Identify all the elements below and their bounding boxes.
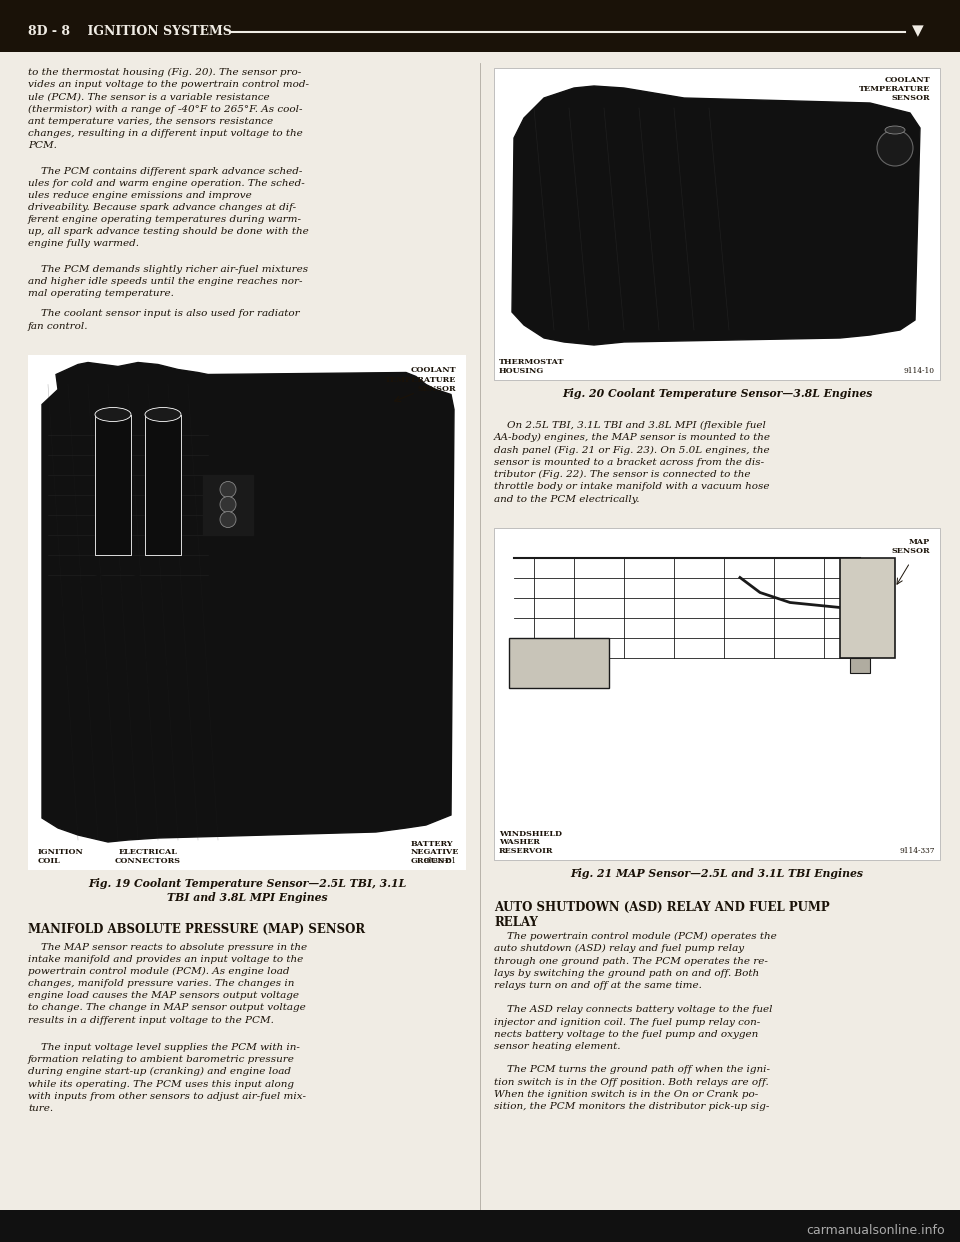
Text: 9114-337: 9114-337 [900, 847, 935, 854]
Ellipse shape [885, 125, 905, 134]
Text: to the thermostat housing (Fig. 20). The sensor pro-
vides an input voltage to t: to the thermostat housing (Fig. 20). The… [28, 68, 309, 150]
Text: The PCM demands slightly richer air-fuel mixtures
and higher idle speeds until t: The PCM demands slightly richer air-fuel… [28, 265, 308, 298]
Circle shape [220, 497, 236, 513]
Text: WINDSHIELD
WASHER
RESERVOIR: WINDSHIELD WASHER RESERVOIR [499, 830, 562, 854]
Bar [850, 657, 870, 672]
Bar [0, 1210, 960, 1242]
Text: The coolant sensor input is also used for radiator
fan control.: The coolant sensor input is also used fo… [28, 309, 300, 330]
Text: Fig. 20 Coolant Temperature Sensor—3.8L Engines: Fig. 20 Coolant Temperature Sensor—3.8L … [562, 388, 873, 399]
Text: ▼: ▼ [912, 24, 924, 39]
Text: 8D - 8    IGNITION SYSTEMS: 8D - 8 IGNITION SYSTEMS [28, 25, 232, 39]
Circle shape [220, 482, 236, 498]
Circle shape [877, 130, 913, 166]
Ellipse shape [145, 407, 181, 421]
Text: COOLANT
TEMPERATURE
SENSOR: COOLANT TEMPERATURE SENSOR [385, 366, 456, 392]
Text: COOLANT
TEMPERATURE
SENSOR: COOLANT TEMPERATURE SENSOR [858, 76, 930, 102]
Text: The PCM turns the ground path off when the igni-
tion switch is in the Off posit: The PCM turns the ground path off when t… [494, 1066, 770, 1110]
Bar [509, 637, 609, 688]
Bar [494, 68, 940, 380]
Text: MAP
SENSOR: MAP SENSOR [892, 538, 930, 555]
Polygon shape [95, 415, 131, 554]
Text: 9114-10: 9114-10 [904, 366, 935, 375]
Bar [840, 558, 895, 657]
Text: The input voltage level supplies the PCM with in-
formation relating to ambient : The input voltage level supplies the PCM… [28, 1043, 306, 1113]
Text: ELECTRICAL
CONNECTORS: ELECTRICAL CONNECTORS [115, 848, 181, 864]
Bar [28, 354, 466, 869]
Circle shape [220, 512, 236, 528]
Text: 91BD-81: 91BD-81 [423, 857, 456, 864]
Text: On 2.5L TBI, 3.1L TBI and 3.8L MPI (flexible fuel
AA-body) engines, the MAP sens: On 2.5L TBI, 3.1L TBI and 3.8L MPI (flex… [494, 421, 771, 503]
Bar [0, 0, 960, 52]
Text: The MAP sensor reacts to absolute pressure in the
intake manifold and provides a: The MAP sensor reacts to absolute pressu… [28, 943, 307, 1025]
Polygon shape [512, 86, 920, 345]
Ellipse shape [95, 407, 131, 421]
Text: AUTO SHUTDOWN (ASD) RELAY AND FUEL PUMP
RELAY: AUTO SHUTDOWN (ASD) RELAY AND FUEL PUMP … [494, 900, 829, 929]
Text: Fig. 19 Coolant Temperature Sensor—2.5L TBI, 3.1L
TBI and 3.8L MPI Engines: Fig. 19 Coolant Temperature Sensor—2.5L … [88, 878, 406, 903]
Text: The powertrain control module (PCM) operates the
auto shutdown (ASD) relay and f: The powertrain control module (PCM) oper… [494, 932, 777, 990]
Bar [494, 528, 940, 859]
Text: Fig. 21 MAP Sensor—2.5L and 3.1L TBI Engines: Fig. 21 MAP Sensor—2.5L and 3.1L TBI Eng… [570, 868, 863, 879]
Polygon shape [42, 363, 454, 842]
Text: MANIFOLD ABSOLUTE PRESSURE (MAP) SENSOR: MANIFOLD ABSOLUTE PRESSURE (MAP) SENSOR [28, 923, 365, 936]
Polygon shape [203, 474, 253, 534]
Text: carmanualsonline.info: carmanualsonline.info [806, 1225, 945, 1237]
Text: The ASD relay connects battery voltage to the fuel
injector and ignition coil. T: The ASD relay connects battery voltage t… [494, 1006, 773, 1051]
Text: BATTERY
NEGATIVE
GROUND: BATTERY NEGATIVE GROUND [411, 840, 460, 864]
Text: THERMOSTAT
HOUSING: THERMOSTAT HOUSING [499, 359, 564, 375]
Polygon shape [145, 415, 181, 554]
Text: The PCM contains different spark advance sched-
ules for cold and warm engine op: The PCM contains different spark advance… [28, 166, 309, 248]
Text: IGNITION
COIL: IGNITION COIL [38, 848, 84, 864]
